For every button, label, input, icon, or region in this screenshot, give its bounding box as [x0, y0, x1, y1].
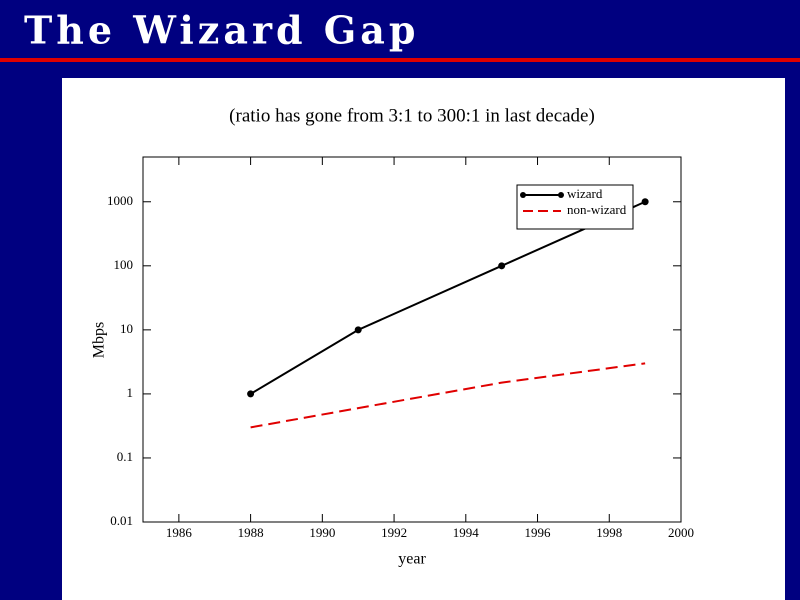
legend-label: non-wizard — [567, 202, 627, 217]
y-tick-label: 100 — [114, 257, 134, 272]
data-point — [354, 326, 362, 334]
x-tick-label: 1990 — [309, 525, 335, 540]
y-tick-label: 1 — [127, 385, 134, 400]
y-tick-label: 0.01 — [110, 513, 133, 528]
y-tick-label: 0.1 — [117, 449, 133, 464]
legend-box — [516, 184, 634, 230]
data-point — [247, 390, 255, 398]
data-point — [498, 262, 506, 270]
y-tick-label: 10 — [120, 321, 133, 336]
chart-panel — [62, 78, 785, 600]
y-tick-label: 1000 — [107, 193, 133, 208]
x-tick-label: 1988 — [238, 525, 264, 540]
x-tick-label: 2000 — [668, 525, 694, 540]
data-point — [641, 198, 649, 206]
x-tick-label: 1998 — [596, 525, 622, 540]
slide-title: The Wizard Gap — [24, 8, 419, 53]
plot-frame — [142, 156, 682, 523]
series-line — [250, 200, 646, 395]
x-tick-label: 1986 — [166, 525, 193, 540]
x-tick-label: 1992 — [381, 525, 407, 540]
x-tick-label: 1994 — [453, 525, 480, 540]
title-rule — [0, 58, 800, 62]
legend-marker — [520, 192, 526, 198]
y-axis-label: Mbps — [91, 322, 108, 358]
x-tick-label: 1996 — [525, 525, 552, 540]
legend-marker — [558, 192, 564, 198]
x-axis-label: year — [398, 551, 426, 568]
series-line — [250, 362, 646, 429]
chart-title: (ratio has gone from 3:1 to 300:1 in las… — [229, 105, 595, 126]
legend-label: wizard — [567, 186, 603, 201]
